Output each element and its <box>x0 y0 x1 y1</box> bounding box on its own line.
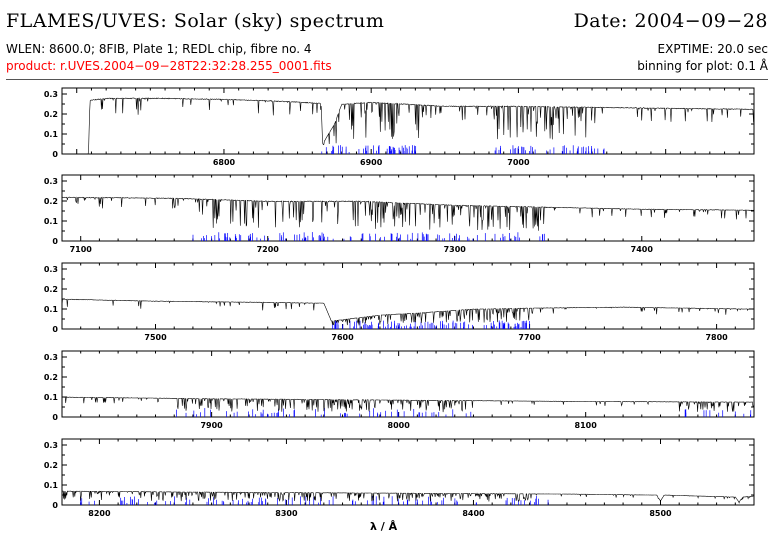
x-tick-label: 6900 <box>360 158 383 167</box>
exposure-time: EXPTIME: 20.0 sec <box>657 42 768 56</box>
flux-curve <box>61 196 755 231</box>
x-tick-label: 7200 <box>257 245 280 254</box>
x-tick-label: 8400 <box>462 509 485 518</box>
y-tick-label: 0 <box>52 325 58 334</box>
page-title: FLAMES/UVES: Solar (sky) spectrum <box>6 10 385 32</box>
y-tick-label: 0.2 <box>44 197 58 206</box>
plot-frame <box>61 174 755 242</box>
y-tick-label: 0.2 <box>44 373 58 382</box>
x-tick-label: 6800 <box>213 158 236 167</box>
plot-frame <box>61 350 755 418</box>
line-markers <box>321 145 605 154</box>
y-tick-label: 0.3 <box>44 441 58 450</box>
x-tick-label: 7700 <box>518 333 541 342</box>
line-markers <box>192 232 545 241</box>
x-tick-label: 8300 <box>275 509 298 518</box>
flux-curve <box>62 97 755 155</box>
y-tick-label: 0.2 <box>44 110 58 119</box>
x-tick-label: 7000 <box>507 158 530 167</box>
y-tick-label: 0.2 <box>44 461 58 470</box>
y-tick-label: 0.1 <box>44 217 59 226</box>
x-tick-label: 8200 <box>88 509 111 518</box>
x-tick-label: 7100 <box>70 245 93 254</box>
line-markers <box>332 320 530 329</box>
y-tick-label: 0.1 <box>44 305 59 314</box>
x-tick-label: 7300 <box>444 245 467 254</box>
y-tick-label: 0.3 <box>44 177 58 186</box>
x-tick-label: 7500 <box>144 333 167 342</box>
y-tick-label: 0 <box>52 501 58 510</box>
y-tick-label: 0.2 <box>44 285 58 294</box>
y-tick-label: 0.3 <box>44 90 58 99</box>
spectrum-panel-5: 0 0.1 0.2 0.3 8200 8300 8400 8500 <box>44 438 755 518</box>
x-tick-label: 7600 <box>331 333 354 342</box>
x-tick-label: 7900 <box>200 421 223 430</box>
binning-info: binning for plot: 0.1 Å <box>637 59 768 73</box>
flux-curve <box>61 396 755 413</box>
spectrum-panel-3: 0 0.1 0.2 0.3 7500 7600 7700 7800 <box>44 262 755 342</box>
y-tick-label: 0 <box>52 237 58 246</box>
y-tick-label: 0.3 <box>44 265 58 274</box>
observation-date: Date: 2004−09−28 <box>573 10 768 32</box>
product-filename: product: r.UVES.2004−09−28T22:32:28.255_… <box>6 59 332 73</box>
flux-curve <box>61 298 755 326</box>
x-tick-label: 8500 <box>649 509 672 518</box>
spectrum-panel-1: 0 0.1 0.2 0.3 6800 6900 7000 <box>44 87 755 167</box>
y-tick-label: 0 <box>52 413 58 422</box>
x-tick-label: 7400 <box>631 245 654 254</box>
spectrum-panel-4: 0 0.1 0.2 0.3 7900 8000 8100 <box>44 350 755 430</box>
plot-frame <box>61 262 755 330</box>
y-tick-label: 0.1 <box>44 481 59 490</box>
line-markers <box>176 408 752 417</box>
y-tick-label: 0.1 <box>44 130 59 139</box>
x-tick-label: 8000 <box>388 421 411 430</box>
y-tick-label: 0.1 <box>44 393 59 402</box>
y-tick-label: 0 <box>52 150 58 159</box>
y-tick-label: 0.3 <box>44 353 58 362</box>
header-divider <box>6 79 768 80</box>
x-tick-label: 8100 <box>575 421 598 430</box>
x-tick-label: 7800 <box>705 333 728 342</box>
line-markers <box>80 496 549 505</box>
x-axis-label: λ / Å <box>370 520 398 533</box>
spectrum-panel-2: 0 0.1 0.2 0.3 7100 7200 7300 7400 <box>44 174 755 254</box>
plot-frame <box>61 87 755 155</box>
flux-curve <box>62 490 755 504</box>
wavelength-setup: WLEN: 8600.0; 8FIB, Plate 1; REDL chip, … <box>6 42 312 56</box>
